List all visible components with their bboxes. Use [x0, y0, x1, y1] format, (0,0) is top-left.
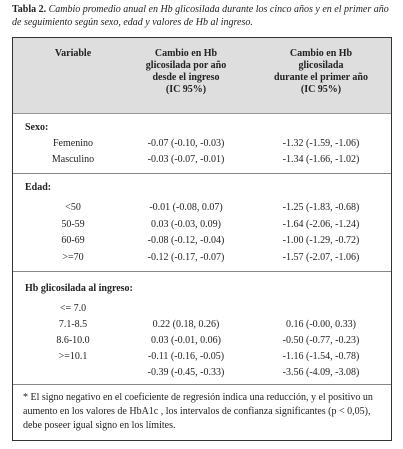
caption-text: Cambio promedio anual en Hb glicosilada … [12, 4, 389, 28]
separator [13, 384, 391, 385]
column-header: Cambio en Hb [154, 48, 218, 59]
cell: -0.08 (-0.12, -0.04) [147, 235, 225, 246]
row-label: Masculino [51, 154, 95, 165]
cell: -1.64 (-2.06, -1.24) [282, 218, 360, 230]
cell: -0.01 (-0.08, 0.07) [149, 202, 223, 213]
table-header [13, 38, 391, 114]
row-label: 60-69 [61, 235, 85, 246]
row-label: >=10.1 [58, 351, 88, 362]
cell: -0.03 (-0.07, -0.01) [147, 154, 225, 165]
row-label: <= 7.0 [59, 303, 87, 314]
cell: -1.16 (-1.54, -0.78) [282, 351, 360, 362]
cell: -0.07 (-0.10, -0.03) [147, 138, 225, 149]
cell: -0.11 (-0.16, -0.05) [147, 351, 225, 362]
column-header: glicosilada por año [145, 60, 227, 71]
footnote: aumento en los valores de HbA1c , los in… [23, 406, 371, 417]
column-header: (IC 95%) [300, 84, 342, 95]
column-header: glicosilada [298, 60, 344, 71]
section-title: Sexo: [25, 122, 49, 133]
column-header: (IC 95%) [165, 84, 207, 95]
separator [13, 271, 391, 272]
cell: -1.25 (-1.83, -0.68) [282, 202, 360, 213]
section-title: Edad: [25, 182, 52, 193]
cell: 0.16 (-0.00, 0.33) [286, 319, 356, 330]
cell: -3.56 (-4.09, -3.08) [282, 367, 360, 378]
cell: -1.34 (-1.66, -1.02) [282, 154, 360, 165]
separator [13, 173, 391, 174]
caption-label: Tabla 2. [12, 4, 47, 15]
footnote: debe poseer igual signo en los límites. [23, 420, 176, 431]
cell: 0.03 (-0.03, 0.09) [151, 218, 221, 230]
caption: Tabla 2. Cambio promedio anual en Hb gli… [12, 3, 397, 29]
cell: -0.12 (-0.17, -0.07) [147, 251, 225, 263]
row-label: 7.1-8.5 [58, 319, 88, 330]
column-header: Variable [54, 48, 92, 59]
footnote: * El signo negativo en el coeficiente de… [23, 392, 373, 403]
table: Variable Cambio en Hb glicosilada por año d… [12, 37, 392, 441]
row-label: 8.6-10.0 [56, 335, 90, 346]
row-label: Femenino [53, 138, 93, 149]
column-header: desde el ingreso [152, 72, 220, 83]
cell: -0.39 (-0.45, -0.33) [147, 367, 225, 378]
section-title: Hb glicosilada al ingreso: [25, 283, 133, 294]
row-label: <50 [65, 202, 81, 213]
cell: 0.03 (-0.01, 0.06) [151, 335, 221, 346]
row-label: 50-59 [61, 218, 85, 230]
cell: -0.50 (-0.77, -0.23) [282, 335, 360, 346]
column-header: Cambio en Hb [289, 48, 353, 59]
cell: 0.22 (0.18, 0.26) [152, 319, 220, 330]
row-label: >=70 [62, 251, 84, 263]
cell: -1.57 (-2.07, -1.06) [282, 251, 360, 263]
cell: -1.00 (-1.29, -0.72) [282, 235, 360, 246]
cell: -1.32 (-1.59, -1.06) [282, 138, 360, 149]
column-header: durante el primer año [274, 72, 368, 83]
